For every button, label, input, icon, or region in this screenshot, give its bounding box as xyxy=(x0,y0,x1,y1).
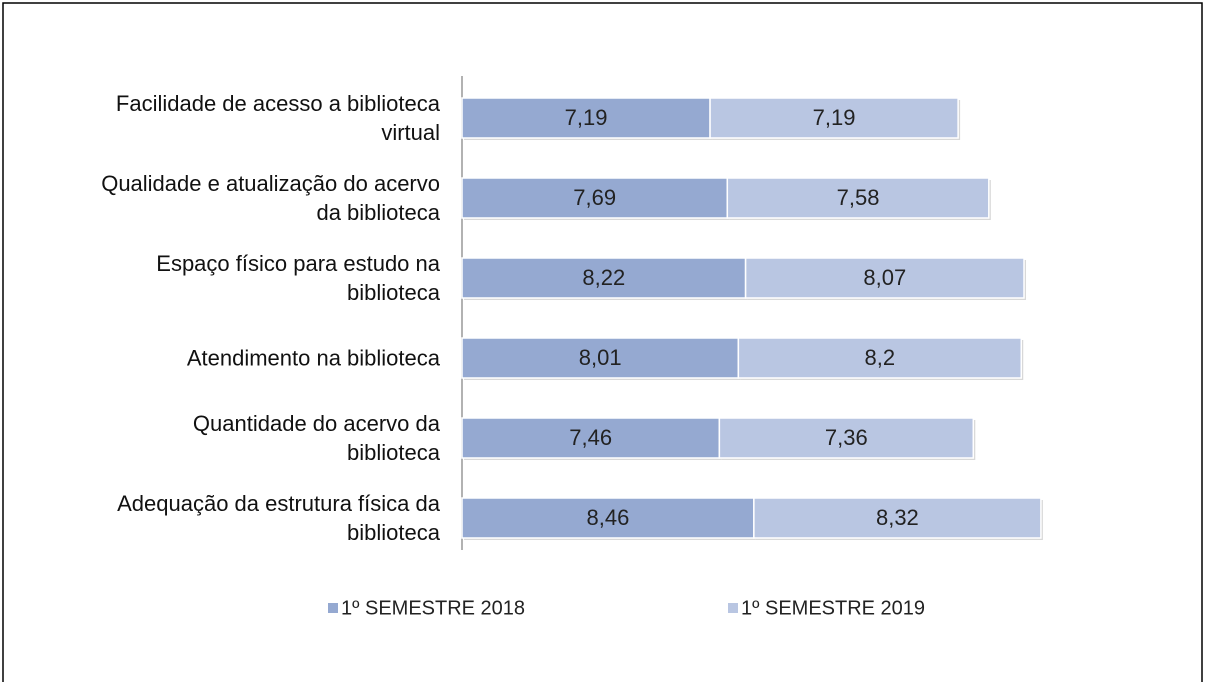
legend-label: 1º SEMESTRE 2018 xyxy=(341,597,525,619)
value-label: 7,36 xyxy=(825,425,868,450)
value-label: 8,32 xyxy=(876,505,919,530)
value-label: 7,69 xyxy=(573,185,616,210)
bar-segment xyxy=(737,337,1022,379)
bar-segment xyxy=(753,497,1042,539)
category-label: Adequação da estrutura física da bibliot… xyxy=(117,491,440,545)
value-label: 8,22 xyxy=(582,265,625,290)
bar-segment xyxy=(461,177,729,219)
value-label: 7,58 xyxy=(837,185,880,210)
bar-segment xyxy=(709,97,959,139)
value-label: 8,2 xyxy=(864,345,895,370)
value-label: 8,07 xyxy=(863,265,906,290)
legend-swatch xyxy=(328,603,338,613)
bar-segment xyxy=(461,257,747,299)
bar-segment xyxy=(726,177,990,219)
category-label: Facilidade de acesso a biblioteca virtua… xyxy=(115,91,440,145)
value-label: 8,46 xyxy=(587,505,630,530)
value-label: 7,19 xyxy=(565,105,608,130)
bar-segment xyxy=(461,337,740,379)
category-label: Qualidade e atualização do acervo da bib… xyxy=(101,171,440,225)
value-label: 8,01 xyxy=(579,345,622,370)
bar-segment xyxy=(744,257,1025,299)
bar-segment xyxy=(461,97,711,139)
legend-label: 1º SEMESTRE 2019 xyxy=(741,597,925,619)
category-label: Quantidade do acervo da biblioteca xyxy=(192,411,440,465)
category-label: Espaço físico para estudo na biblioteca xyxy=(156,251,440,305)
bar-segment xyxy=(718,417,975,459)
value-label: 7,46 xyxy=(569,425,612,450)
bar-segment xyxy=(461,417,721,459)
value-label: 7,19 xyxy=(813,105,856,130)
category-label: Atendimento na biblioteca xyxy=(186,345,440,371)
legend-swatch xyxy=(728,603,738,613)
